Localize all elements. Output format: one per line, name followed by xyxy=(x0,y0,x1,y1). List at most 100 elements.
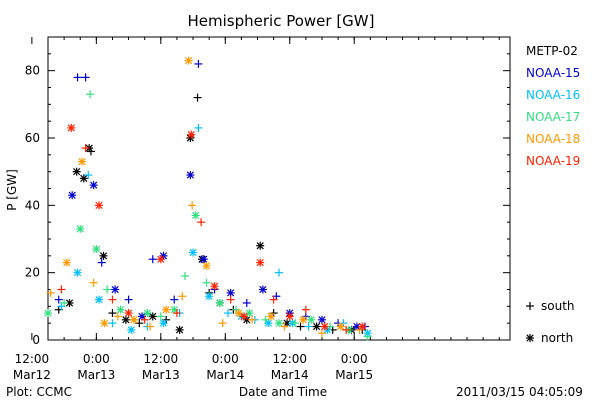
data-point xyxy=(159,319,168,328)
data-point xyxy=(336,322,345,331)
data-point xyxy=(240,312,249,321)
data-point xyxy=(180,272,189,281)
data-point xyxy=(187,130,196,139)
marker-legend-symbol xyxy=(526,334,534,342)
data-point xyxy=(269,295,278,304)
y-tick-label: 40 xyxy=(25,198,40,212)
y-tick-label: 60 xyxy=(25,131,40,145)
data-point xyxy=(199,255,208,264)
y-axis: 0 20 40 60 80 xyxy=(25,36,510,347)
data-point xyxy=(116,305,125,314)
data-point xyxy=(100,319,109,328)
data-point xyxy=(186,171,195,180)
data-point xyxy=(223,309,232,318)
x-tick-time-label: 0:00 xyxy=(83,352,110,366)
data-point xyxy=(215,298,224,307)
data-point xyxy=(358,322,367,331)
legend: METP-02 NOAA-15 NOAA-16 NOAA-17 NOAA-18 NOAA-… xyxy=(526,44,580,168)
legend-entry: NOAA-16 xyxy=(526,88,580,102)
data-point xyxy=(108,319,117,328)
chart-title: Hemispheric Power [GW] xyxy=(188,12,375,30)
data-point xyxy=(202,278,211,287)
data-point xyxy=(226,288,235,297)
data-point xyxy=(256,258,265,267)
data-point xyxy=(95,295,104,304)
legend-entry: NOAA-18 xyxy=(526,132,580,146)
data-point xyxy=(178,292,187,301)
data-point xyxy=(67,123,76,132)
data-point xyxy=(342,325,351,334)
data-point xyxy=(124,295,133,304)
data-point xyxy=(162,305,171,314)
data-point xyxy=(188,201,197,210)
data-point xyxy=(121,315,130,324)
data-point xyxy=(291,319,300,328)
x-tick-date-label: Mar14 xyxy=(271,368,309,382)
data-point xyxy=(301,305,310,314)
x-tick-time-label: 12:00 xyxy=(144,352,179,366)
data-point xyxy=(129,315,138,324)
data-point xyxy=(76,224,85,233)
data-point xyxy=(146,322,155,331)
marker-legend-label: north xyxy=(541,331,573,345)
data-point xyxy=(79,174,88,183)
data-point xyxy=(95,201,104,210)
data-point xyxy=(156,312,165,321)
data-point xyxy=(205,292,214,301)
data-point xyxy=(275,268,283,277)
data-point xyxy=(320,322,329,331)
x-tick-date-label: Mar13 xyxy=(142,368,180,382)
data-point xyxy=(68,191,77,200)
data-point xyxy=(60,298,69,307)
data-point xyxy=(184,56,193,65)
y-tick-label: 0 xyxy=(32,333,40,347)
data-point xyxy=(275,319,283,328)
x-axis: 12:00 Mar12 0:00 Mar13 12:00 Mar13 0:00 Mar14 12… xyxy=(13,37,500,382)
legend-entry: NOAA-15 xyxy=(526,66,580,80)
legend-entry: NOAA-17 xyxy=(526,110,580,124)
data-point xyxy=(97,258,106,267)
data-point xyxy=(172,309,181,318)
data-point xyxy=(317,329,326,338)
data-point xyxy=(175,325,184,334)
marker-legend: south north xyxy=(526,299,575,345)
data-point xyxy=(143,309,152,318)
data-point xyxy=(312,322,321,331)
data-point xyxy=(108,309,117,318)
data-point xyxy=(78,157,87,166)
y-tick-label: 20 xyxy=(25,266,40,280)
data-point xyxy=(92,245,101,254)
x-tick-time-label: 12:00 xyxy=(272,352,307,366)
y-tick-label: 80 xyxy=(25,64,40,78)
data-points xyxy=(44,56,372,341)
data-point xyxy=(103,285,112,294)
marker-legend-label: south xyxy=(541,299,575,313)
data-point xyxy=(256,241,265,250)
data-point xyxy=(84,171,93,180)
marker-legend-symbol xyxy=(526,302,534,310)
data-point xyxy=(108,295,117,304)
data-point xyxy=(86,147,95,156)
data-point xyxy=(127,325,136,334)
data-point xyxy=(86,90,95,99)
data-point xyxy=(218,319,227,328)
data-point xyxy=(210,282,219,291)
legend-entry: NOAA-19 xyxy=(526,154,580,168)
data-point xyxy=(226,295,235,304)
data-point xyxy=(62,258,71,267)
data-point xyxy=(191,211,200,220)
data-point xyxy=(44,309,52,318)
x-axis-title: Date and Time xyxy=(239,385,327,399)
data-point xyxy=(202,261,211,270)
x-tick-date-label: Mar13 xyxy=(77,368,115,382)
data-point xyxy=(194,123,203,132)
data-point xyxy=(304,322,313,331)
x-tick-time-label: 12:00 xyxy=(15,352,50,366)
data-point xyxy=(194,59,203,68)
data-point xyxy=(248,315,257,324)
data-point xyxy=(242,298,251,307)
data-point xyxy=(299,315,308,324)
data-point xyxy=(124,309,133,318)
data-point xyxy=(307,315,316,324)
data-point xyxy=(170,295,179,304)
